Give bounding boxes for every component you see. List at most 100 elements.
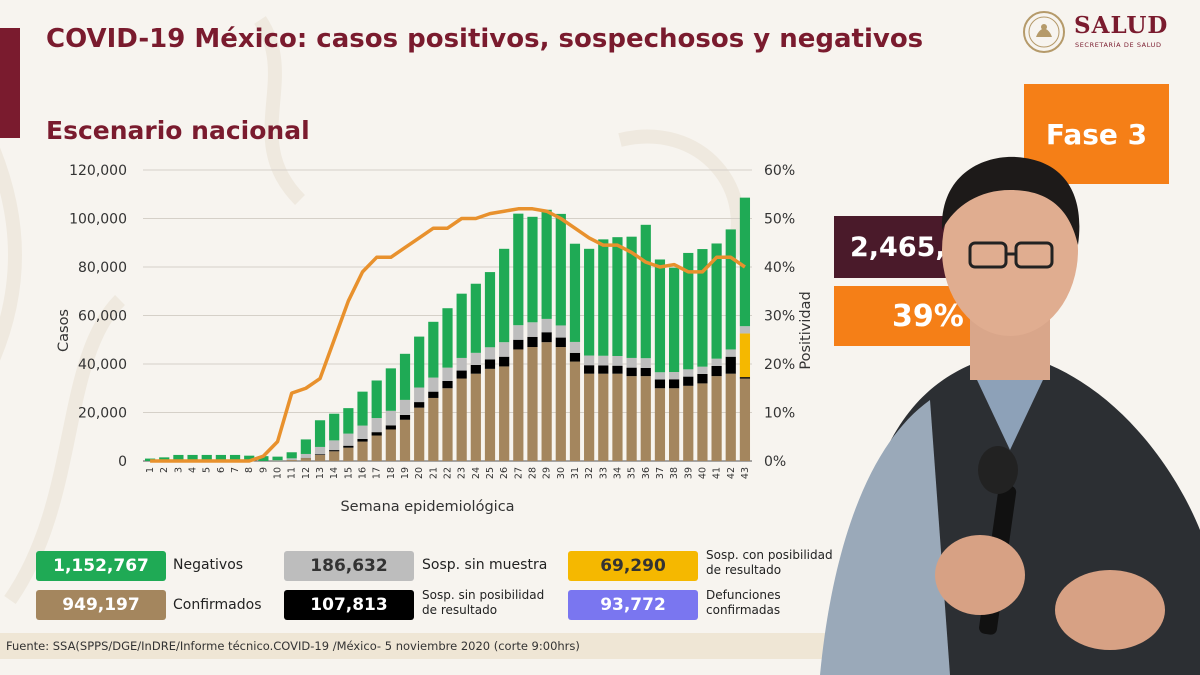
bar-segment [527, 216, 538, 323]
x-tick-label: 19 [400, 467, 411, 479]
bar-segment [357, 441, 368, 461]
bar-segment [555, 213, 566, 326]
x-tick-label: 36 [641, 467, 652, 479]
y2-axis-label: Positividad [798, 291, 810, 369]
bar-segment [456, 378, 467, 461]
bar-segment [513, 349, 524, 461]
bar-segment [329, 450, 340, 452]
bar-segment [654, 259, 666, 373]
bar-segment [484, 272, 496, 348]
bar-segment [640, 367, 651, 377]
page-subtitle: Escenario nacional [46, 116, 310, 145]
bar-segment [215, 454, 226, 461]
bar-segment [626, 367, 637, 377]
logo-subtitle: SECRETARÍA DE SALUD [1075, 41, 1162, 49]
x-tick-label: 17 [372, 467, 383, 479]
bar-segment [513, 213, 524, 326]
bar-segment [640, 224, 651, 359]
legend-sosp-sin-posibilidad-line1: Sosp. sin posibilidad [422, 588, 545, 602]
bar-segment [725, 373, 736, 461]
bar-segment [343, 445, 354, 448]
legend-sosp-con-posibilidad-value: 69,290 [568, 551, 698, 581]
x-tick-label: 38 [669, 467, 680, 479]
bar-segment [343, 447, 354, 461]
x-tick-label: 10 [273, 467, 284, 479]
bar-segment [683, 369, 694, 377]
x-tick-label: 22 [443, 467, 454, 479]
bar-segment [314, 454, 326, 461]
bar-segment [612, 237, 623, 356]
bar-segment [442, 380, 453, 389]
bar-segment [399, 353, 411, 400]
bar-segment [640, 376, 651, 461]
bar-segment [739, 377, 751, 379]
y-tick-label: 100,000 [69, 212, 127, 228]
bar-segment [414, 387, 425, 403]
legend-sosp-con-posibilidad-label: Sosp. con posibilidad de resultado [706, 548, 833, 578]
bar-segment [187, 454, 198, 461]
y-tick-label: 0 [118, 454, 127, 470]
y2-tick-label: 60% [764, 163, 795, 179]
bar-segment [456, 357, 467, 371]
bar-segment [428, 321, 439, 378]
bar-segment [669, 388, 680, 461]
bar-segment [371, 380, 382, 419]
bar-segment [541, 209, 552, 319]
x-tick-label: 37 [655, 467, 666, 479]
bar-segment [569, 361, 581, 461]
legend-confirmados-value: 949,197 [36, 590, 166, 620]
bar-segment [527, 347, 538, 461]
bar-segment [484, 359, 496, 369]
x-tick-label: 35 [627, 467, 638, 479]
legend-sosp-sin-muestra-label: Sosp. sin muestra [422, 557, 548, 573]
bar-segment [385, 429, 396, 461]
x-tick-label: 29 [542, 467, 553, 479]
x-tick-label: 28 [527, 467, 538, 479]
bar-segment [669, 372, 680, 380]
x-tick-label: 3 [173, 467, 184, 473]
x-tick-label: 15 [343, 467, 354, 479]
bar-segment [258, 456, 269, 461]
bar-segment [683, 376, 694, 386]
bar-segment [739, 333, 751, 378]
legend-sosp-sin-posibilidad-value: 107,813 [284, 590, 414, 620]
x-tick-label: 2 [159, 467, 170, 473]
x-tick-label: 31 [570, 467, 581, 479]
legend-negativos-label: Negativos [173, 557, 244, 573]
y2-tick-label: 50% [764, 212, 795, 228]
x-tick-label: 42 [726, 467, 737, 479]
x-tick-label: 23 [457, 467, 468, 479]
x-tick-label: 4 [188, 467, 199, 473]
y-tick-label: 120,000 [69, 163, 127, 179]
bar-segment [739, 378, 751, 461]
bar-segment [555, 325, 566, 338]
bar-segment [697, 366, 708, 374]
bar-segment [357, 438, 368, 442]
bar-segment [484, 368, 496, 461]
title-accent-bar [0, 28, 20, 138]
legend-negativos-value: 1,152,767 [36, 551, 166, 581]
bar-segment [300, 458, 311, 461]
bar-segment [584, 248, 595, 356]
covid-stacked-bar-chart: 0 20,000 40,000 60,000 80,000 100,000 120,000 0… [56, 163, 810, 515]
x-tick-label: 12 [301, 467, 312, 479]
x-tick-label: 6 [216, 467, 227, 473]
x-tick-label: 40 [697, 467, 708, 479]
bar-segment [286, 460, 297, 461]
legend-sosp-sin-posibilidad-line2: de resultado [422, 603, 498, 617]
bar-segment [470, 364, 481, 374]
bar-segment [414, 402, 425, 408]
y2-tick-label: 40% [764, 260, 795, 276]
legend-defunciones-line2: confirmadas [706, 603, 781, 617]
legend-defunciones-value: 93,772 [568, 590, 698, 620]
bar-segment [569, 352, 581, 362]
bar-segment [711, 365, 722, 377]
legend-defunciones-label: Defunciones confirmadas [706, 588, 781, 618]
bar-segment [442, 308, 453, 368]
bar-segment [244, 455, 255, 461]
bar-segment [201, 454, 212, 461]
legend-sosp-sin-posibilidad-label: Sosp. sin posibilidad de resultado [422, 588, 544, 618]
bar-segment [626, 236, 637, 358]
x-tick-label: 7 [230, 467, 241, 473]
